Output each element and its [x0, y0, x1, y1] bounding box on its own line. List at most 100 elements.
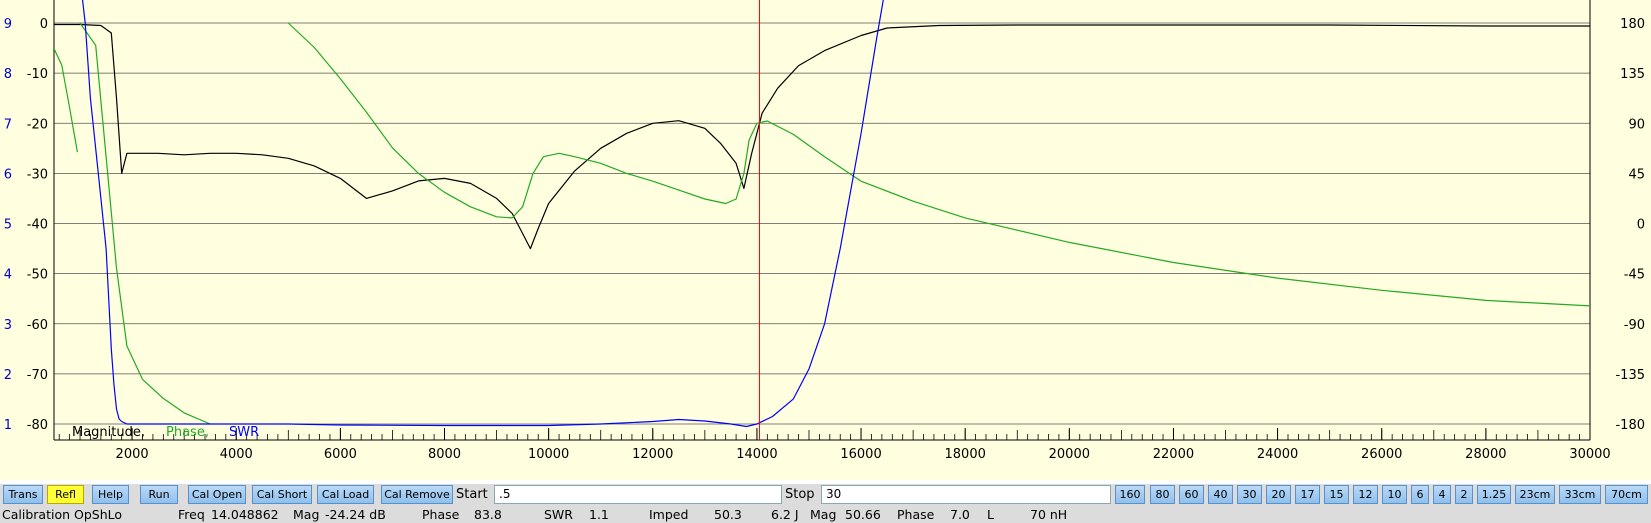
imped-r-value: 50.3: [714, 507, 742, 522]
mag-tick-label: -20: [27, 117, 48, 132]
phase2-value: 7.0: [950, 507, 970, 522]
x-tick-label: 24000: [1257, 447, 1298, 462]
stop-label: Stop: [785, 487, 815, 502]
swr-tick-label: 9: [4, 17, 12, 32]
phase-label: Phase: [422, 507, 460, 522]
toolbar: Trans Refl Help Run Cal Open Cal Short C…: [0, 484, 1651, 506]
swr-tick-label: 3: [4, 318, 12, 333]
mag-tick-label: -50: [27, 268, 48, 283]
swr-tick-label: 1: [4, 418, 12, 433]
x-tick-label: 8000: [428, 447, 461, 462]
cal-load-button[interactable]: Cal Load: [317, 485, 374, 504]
phase-tick-label: -135: [1615, 368, 1645, 383]
band-60-button[interactable]: 60: [1179, 485, 1204, 504]
x-tick-label: 6000: [324, 447, 357, 462]
cal-short-button[interactable]: Cal Short: [252, 485, 312, 504]
legend-swr: SWR: [229, 425, 259, 440]
mag-tick-label: -40: [27, 218, 48, 233]
band-15-button[interactable]: 15: [1324, 485, 1349, 504]
help-button[interactable]: Help: [92, 485, 129, 504]
x-tick-label: 28000: [1465, 447, 1506, 462]
x-tick-label: 14000: [736, 447, 777, 462]
band-2-button[interactable]: 2: [1455, 485, 1473, 504]
start-label: Start: [456, 487, 488, 502]
start-input[interactable]: .5: [494, 485, 782, 504]
status-bar: Calibration OpShLo Freq 14.048862 Mag -2…: [0, 506, 1651, 523]
phase-curve: [79, 22, 1590, 425]
phase-tick-label: 45: [1628, 167, 1645, 182]
mag-tick-label: -60: [27, 318, 48, 333]
band-160-button[interactable]: 160: [1115, 485, 1145, 504]
phase2-label: Phase: [897, 507, 935, 522]
band-10-button[interactable]: 10: [1382, 485, 1407, 504]
mag-tick-label: -70: [27, 368, 48, 383]
x-tick-label: 20000: [1049, 447, 1090, 462]
phase-curve-segment: [54, 48, 78, 153]
mag-value: -24.24 dB: [325, 507, 386, 522]
swr-tick-label: 2: [4, 368, 12, 383]
swr-tick-label: 4: [4, 268, 12, 283]
phase-tick-label: 90: [1628, 117, 1645, 132]
band-40-button[interactable]: 40: [1208, 485, 1233, 504]
swr-curve: [81, 0, 884, 428]
magnitude-curve: [54, 23, 1590, 250]
legend-phase: Phase,: [166, 425, 209, 440]
x-tick-label: 16000: [840, 447, 881, 462]
band-1-25-button[interactable]: 1.25: [1477, 485, 1511, 504]
imped-label: Imped: [649, 507, 689, 522]
imped-x-value: 6.2 J: [771, 507, 799, 522]
swr-tick-label: 5: [4, 218, 12, 233]
mag-tick-label: -30: [27, 167, 48, 182]
freq-label: Freq: [178, 507, 205, 522]
freq-value: 14.048862: [211, 507, 279, 522]
phase-tick-label: -45: [1624, 268, 1645, 283]
band-17-button[interactable]: 17: [1295, 485, 1320, 504]
x-tick-label: 10000: [528, 447, 569, 462]
band-23cm-button[interactable]: 23cm: [1515, 485, 1555, 504]
refl-button[interactable]: Refl: [47, 485, 84, 504]
mag-tick-label: -10: [27, 67, 48, 82]
band-30-button[interactable]: 30: [1237, 485, 1262, 504]
cal-remove-button[interactable]: Cal Remove: [381, 485, 453, 504]
band-4-button[interactable]: 4: [1433, 485, 1451, 504]
x-tick-label: 30000: [1569, 447, 1610, 462]
band-6-button[interactable]: 6: [1411, 485, 1429, 504]
band-20-button[interactable]: 20: [1266, 485, 1291, 504]
trans-button[interactable]: Trans: [3, 485, 43, 504]
calibration-status: Calibration OpShLo: [2, 507, 123, 522]
run-button[interactable]: Run: [140, 485, 178, 504]
phase-tick-label: 135: [1620, 67, 1645, 82]
mag-label: Mag: [293, 507, 320, 522]
x-tick-label: 26000: [1361, 447, 1402, 462]
cal-open-button[interactable]: Cal Open: [188, 485, 246, 504]
phase-tick-label: 180: [1620, 17, 1645, 32]
phase-value: 83.8: [474, 507, 502, 522]
x-tick-label: 12000: [632, 447, 673, 462]
x-tick-label: 4000: [220, 447, 253, 462]
swr-value: 1.1: [589, 507, 609, 522]
phase-tick-label: -180: [1615, 418, 1645, 433]
l-label: L: [987, 507, 994, 522]
swr-tick-label: 8: [4, 67, 12, 82]
swr-tick-label: 7: [4, 117, 12, 132]
band-33cm-button[interactable]: 33cm: [1559, 485, 1601, 504]
band-12-button[interactable]: 12: [1353, 485, 1378, 504]
mag-tick-label: 0: [40, 17, 48, 32]
x-tick-label: 18000: [945, 447, 986, 462]
x-tick-label: 22000: [1153, 447, 1194, 462]
band-80-button[interactable]: 80: [1150, 485, 1175, 504]
x-tick-label: 2000: [116, 447, 149, 462]
swr-tick-label: 6: [4, 167, 12, 182]
legend-magnitude: Magnitude,: [72, 425, 145, 440]
swr-label: SWR: [544, 507, 573, 522]
mag2-label: Mag: [810, 507, 837, 522]
plot-area[interactable]: 9 0 180 8 -10 135 7 -20 90 6 -30 45 5 -40 0 4 -50 -45 3 -60…: [0, 0, 1651, 480]
band-70cm-button[interactable]: 70cm: [1605, 485, 1648, 504]
l-value: 70 nH: [1030, 507, 1068, 522]
stop-input[interactable]: 30: [821, 485, 1111, 504]
mag2-value: 50.66: [845, 507, 881, 522]
phase-tick-label: 0: [1637, 218, 1645, 233]
mag-tick-label: -80: [27, 418, 48, 433]
phase-tick-label: -90: [1624, 318, 1645, 333]
